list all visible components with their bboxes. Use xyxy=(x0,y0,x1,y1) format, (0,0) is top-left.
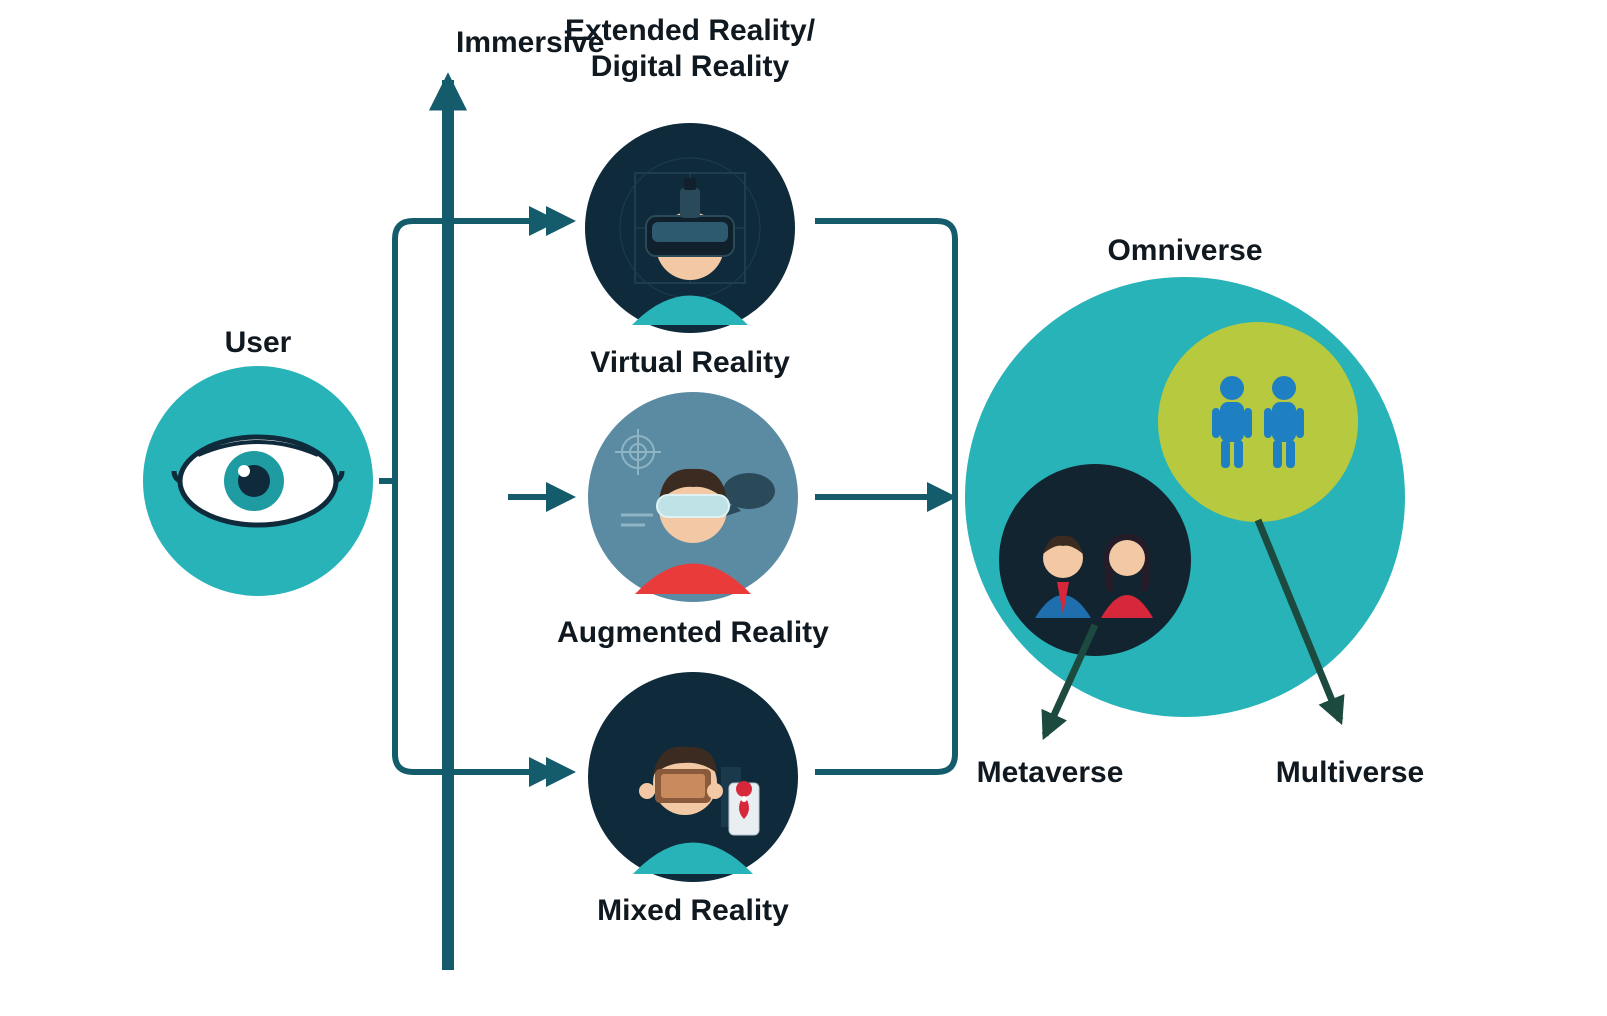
label-metaverse: Metaverse xyxy=(977,756,1124,789)
label-omniverse: Omniverse xyxy=(1107,234,1262,267)
label-xr-2: Digital Reality xyxy=(591,50,790,83)
label-multiverse: Multiverse xyxy=(1276,756,1424,789)
ar-node xyxy=(588,392,798,602)
label-user: User xyxy=(225,326,292,359)
user-node xyxy=(143,366,373,596)
vr-node xyxy=(585,123,795,333)
label-vr: Virtual Reality xyxy=(590,346,790,379)
omniverse-node xyxy=(965,277,1405,735)
label-mr: Mixed Reality xyxy=(597,894,789,927)
label-ar: Augmented Reality xyxy=(557,616,829,649)
label-xr-1: Extended Reality/ xyxy=(565,14,816,47)
multiverse-node xyxy=(1158,322,1358,522)
mr-node xyxy=(588,672,798,882)
